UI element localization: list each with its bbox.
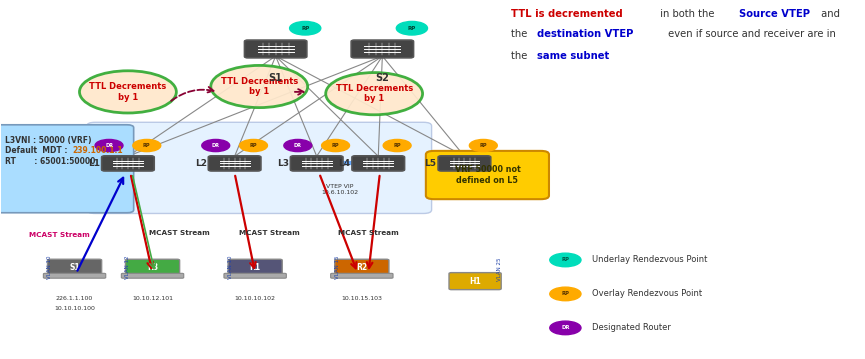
Text: RP: RP [143, 143, 151, 148]
Text: RP: RP [301, 26, 310, 31]
FancyBboxPatch shape [245, 40, 307, 58]
FancyBboxPatch shape [426, 151, 549, 199]
Circle shape [550, 253, 581, 267]
Text: VLAN 12: VLAN 12 [125, 255, 131, 279]
FancyBboxPatch shape [449, 272, 501, 290]
Text: VRF 50000 not
defined on L5: VRF 50000 not defined on L5 [454, 165, 520, 185]
Text: 10.10.12.101: 10.10.12.101 [132, 296, 173, 301]
Text: Overlay Rendezvous Point: Overlay Rendezvous Point [593, 289, 702, 298]
FancyBboxPatch shape [0, 125, 134, 213]
Text: MCAST Stream: MCAST Stream [338, 230, 399, 236]
FancyBboxPatch shape [352, 156, 405, 171]
FancyBboxPatch shape [48, 259, 102, 275]
Text: same subnet: same subnet [537, 51, 610, 61]
Text: RP: RP [394, 143, 401, 148]
Text: DR: DR [561, 325, 570, 330]
Text: S1: S1 [69, 263, 80, 272]
Text: TTL Decrements
by 1: TTL Decrements by 1 [336, 84, 413, 103]
Text: TTL Decrements
by 1: TTL Decrements by 1 [221, 77, 298, 96]
FancyBboxPatch shape [330, 273, 393, 278]
Text: and: and [818, 9, 840, 19]
Text: RP: RP [479, 143, 487, 148]
FancyBboxPatch shape [101, 156, 154, 171]
Text: RP: RP [332, 143, 339, 148]
Circle shape [322, 139, 349, 151]
FancyBboxPatch shape [43, 273, 106, 278]
Circle shape [383, 139, 411, 151]
FancyBboxPatch shape [351, 40, 413, 58]
FancyBboxPatch shape [291, 156, 343, 171]
Circle shape [290, 22, 321, 35]
Text: 226.1.1.100: 226.1.1.100 [56, 296, 93, 301]
FancyBboxPatch shape [208, 156, 261, 171]
FancyBboxPatch shape [224, 273, 286, 278]
Text: VLAN 10: VLAN 10 [228, 255, 233, 279]
Text: RP: RP [250, 143, 257, 148]
Text: Source VTEP: Source VTEP [740, 9, 811, 19]
Text: the: the [511, 51, 531, 61]
Text: R1: R1 [250, 263, 260, 272]
Text: DR: DR [294, 143, 302, 148]
Text: L1: L1 [88, 159, 100, 168]
Text: destination VTEP: destination VTEP [537, 29, 634, 39]
Text: L3VNI : 50000 (VRF): L3VNI : 50000 (VRF) [5, 136, 92, 145]
FancyBboxPatch shape [86, 122, 432, 214]
Text: L4: L4 [338, 159, 350, 168]
Ellipse shape [80, 71, 176, 113]
FancyBboxPatch shape [228, 259, 282, 275]
Text: RP: RP [561, 292, 569, 297]
Text: H1: H1 [469, 277, 481, 286]
Ellipse shape [326, 73, 423, 115]
Text: L5: L5 [425, 159, 437, 168]
Text: RP: RP [561, 257, 569, 262]
Circle shape [284, 139, 311, 151]
Circle shape [396, 22, 427, 35]
Text: S2: S2 [375, 73, 389, 83]
FancyBboxPatch shape [439, 156, 490, 171]
Text: 10.10.10.102: 10.10.10.102 [234, 296, 276, 301]
FancyBboxPatch shape [335, 259, 389, 275]
Text: 10.10.15.103: 10.10.15.103 [342, 296, 382, 301]
Text: R2: R2 [356, 263, 368, 272]
Circle shape [133, 139, 161, 151]
Text: RT       : 65001:50000: RT : 65001:50000 [5, 157, 95, 166]
Text: Designated Router: Designated Router [593, 323, 671, 332]
Text: 239.100.1.1: 239.100.1.1 [72, 146, 123, 155]
FancyBboxPatch shape [125, 259, 180, 275]
Circle shape [95, 139, 123, 151]
Text: even if source and receiver are in: even if source and receiver are in [664, 29, 836, 39]
Text: L2: L2 [195, 159, 207, 168]
Text: S1: S1 [269, 73, 283, 83]
Text: the: the [511, 29, 531, 39]
Text: VTEP VIP
10.6.10.102: VTEP VIP 10.6.10.102 [321, 184, 358, 195]
Text: in both the: in both the [657, 9, 718, 19]
Text: VLAN 25: VLAN 25 [497, 257, 503, 281]
Text: DR: DR [212, 143, 220, 148]
Text: L3: L3 [277, 159, 289, 168]
Text: MCAST Stream: MCAST Stream [150, 230, 210, 236]
Text: TTL Decrements
by 1: TTL Decrements by 1 [89, 82, 167, 102]
Circle shape [470, 139, 497, 151]
Circle shape [202, 139, 230, 151]
Circle shape [550, 287, 581, 301]
Text: TTL is decremented: TTL is decremented [511, 9, 623, 19]
Ellipse shape [211, 65, 308, 108]
Text: MCAST Stream: MCAST Stream [239, 230, 299, 236]
Text: 10.10.10.100: 10.10.10.100 [54, 307, 95, 312]
Text: VLAN 15: VLAN 15 [335, 255, 340, 279]
Text: R3: R3 [147, 263, 158, 272]
Text: DR: DR [105, 143, 113, 148]
Text: RP: RP [407, 26, 416, 31]
Text: Default  MDT :: Default MDT : [5, 146, 70, 155]
Circle shape [240, 139, 267, 151]
Text: Underlay Rendezvous Point: Underlay Rendezvous Point [593, 256, 708, 265]
Circle shape [550, 321, 581, 335]
FancyBboxPatch shape [121, 273, 183, 278]
Text: VLAN 10: VLAN 10 [48, 255, 53, 279]
Text: MCAST Stream: MCAST Stream [29, 232, 90, 238]
